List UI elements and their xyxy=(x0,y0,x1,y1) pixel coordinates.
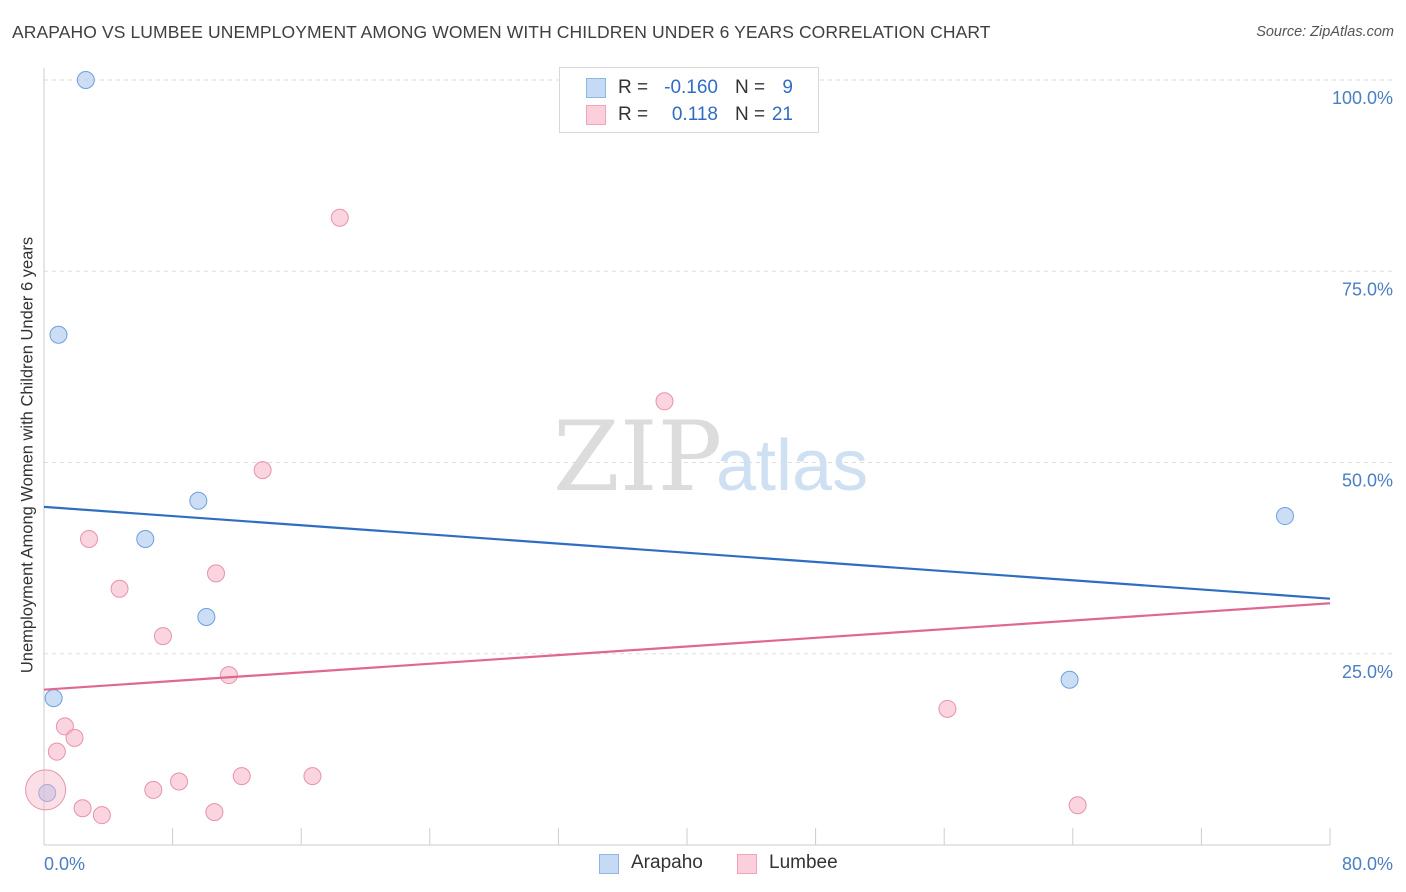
n-value: 9 xyxy=(782,77,793,98)
lumbee-point xyxy=(65,728,84,747)
lumbee-point xyxy=(655,392,674,411)
arapaho-point xyxy=(136,530,155,548)
y-tick-label: 75.0% xyxy=(1342,279,1393,299)
lumbee-point xyxy=(938,699,957,718)
legend-row-arapaho: R = -0.160 N = 9 xyxy=(560,74,818,102)
lumbee-point xyxy=(25,769,67,811)
y-tick-label: 50.0% xyxy=(1342,471,1393,491)
axes xyxy=(43,68,1331,846)
arapaho-point xyxy=(44,689,63,708)
lumbee-point xyxy=(303,767,322,786)
trend-lines xyxy=(43,505,1331,691)
x-tick-label: 80.0% xyxy=(1342,854,1393,874)
lumbee-point xyxy=(219,666,238,685)
lumbee-point xyxy=(330,208,349,227)
y-tick-label: 100.0% xyxy=(1332,88,1393,108)
data-points xyxy=(25,71,1294,825)
lumbee-point xyxy=(207,564,226,583)
arapaho-trend-line xyxy=(43,505,1331,600)
n-label: N = xyxy=(735,77,766,98)
lumbee-point xyxy=(205,803,224,822)
lumbee-point xyxy=(253,461,272,480)
correlation-legend: R = -0.160 N = 9 R = 0.118 N = 21 xyxy=(559,67,819,133)
watermark-atlas: atlas xyxy=(716,426,868,506)
arapaho-point xyxy=(49,325,68,344)
watermark-zip: ZIP xyxy=(553,401,722,513)
lumbee-legend-label: Lumbee xyxy=(769,852,838,873)
lumbee-trend-line xyxy=(43,602,1331,691)
lumbee-point xyxy=(110,579,129,598)
lumbee-point xyxy=(80,530,99,548)
arapaho-legend-swatch xyxy=(599,854,619,874)
arapaho-point xyxy=(76,71,95,89)
arapaho-point xyxy=(1060,670,1079,689)
x-tick-labels: 0.0% 80.0% xyxy=(44,854,1393,874)
r-label: R = xyxy=(618,77,649,98)
arapaho-legend-label: Arapaho xyxy=(631,852,703,873)
watermark: ZIP atlas xyxy=(553,401,868,513)
lumbee-point xyxy=(232,767,251,786)
n-value: 21 xyxy=(771,104,793,125)
n-label: N = xyxy=(735,104,766,125)
r-label: R = xyxy=(618,104,649,125)
lumbee-point xyxy=(55,717,74,736)
grid-lines xyxy=(44,79,1393,655)
y-tick-label: 25.0% xyxy=(1342,662,1393,682)
arapaho-point xyxy=(189,491,208,510)
arapaho-point xyxy=(1275,507,1294,526)
source-credit: Source: ZipAtlas.com xyxy=(1256,24,1394,40)
arapaho-point xyxy=(38,783,57,802)
lumbee-swatch xyxy=(586,105,606,125)
legend-row-lumbee: R = 0.118 N = 21 xyxy=(560,101,818,129)
lumbee-point xyxy=(170,772,189,791)
arapaho-swatch xyxy=(586,78,606,98)
lumbee-legend-swatch xyxy=(737,854,757,874)
arapaho-point xyxy=(197,608,216,627)
r-value: -0.160 xyxy=(664,77,718,98)
lumbee-point xyxy=(144,780,163,799)
lumbee-point xyxy=(92,806,111,825)
lumbee-point xyxy=(73,799,92,818)
lumbee-point xyxy=(47,742,66,761)
x-tick-label: 0.0% xyxy=(44,854,85,874)
r-value: 0.118 xyxy=(671,104,718,125)
y-tick-labels: 25.0% 50.0% 75.0% 100.0% xyxy=(1332,88,1393,682)
lumbee-point xyxy=(1068,796,1087,815)
lumbee-point xyxy=(153,627,172,646)
chart-title: ARAPAHO VS LUMBEE UNEMPLOYMENT AMONG WOM… xyxy=(12,22,991,42)
